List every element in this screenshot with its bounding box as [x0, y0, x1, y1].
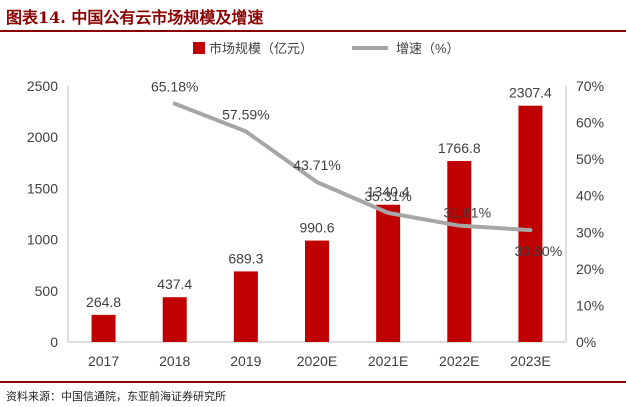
bar: [305, 240, 329, 342]
y-right-tick-label: 60%: [576, 115, 604, 131]
bar: [162, 297, 187, 342]
line-value-label: 35.31%: [364, 188, 411, 204]
x-tick-label: 2021E: [368, 353, 408, 369]
y-right-tick-label: 40%: [576, 188, 604, 204]
y-left-tick-label: 500: [35, 283, 59, 299]
chart: 0 500 1000 1500 2000 2500 0% 10% 20% 30% 40% 50% 60%…: [27, 41, 604, 369]
bar: [376, 204, 401, 342]
y-right-tick-label: 70%: [576, 78, 604, 94]
chart-title: 图表14. 中国公有云市场规模及增速: [6, 8, 264, 27]
growth-line: [172, 101, 533, 233]
bar-value-label: 1340.4: [367, 184, 410, 200]
y-left-tick-label: 2000: [27, 129, 58, 145]
bar-value-label: 437.4: [157, 276, 192, 292]
x-tick-label: 2023E: [510, 353, 550, 369]
y-right-tick-label: 0%: [576, 334, 596, 350]
y-left-tick-label: 0: [50, 334, 58, 350]
title-bar: 图表14. 中国公有云市场规模及增速: [0, 0, 626, 32]
bar-value-label: 264.8: [86, 294, 121, 310]
y-left-tick-label: 1000: [27, 232, 58, 248]
source-note: 资料来源：中国信通院，东亚前海证券研究所: [6, 390, 226, 403]
y-left-tick-label: 2500: [27, 78, 58, 94]
bar-value-label: 689.3: [228, 250, 263, 266]
bar: [447, 161, 472, 342]
bar-value-label: 1766.8: [438, 140, 481, 156]
legend-swatch-bar: [193, 42, 205, 54]
y-right-tick-label: 30%: [576, 224, 604, 240]
line-value-label: 65.18%: [151, 79, 198, 95]
bar: [91, 314, 116, 342]
line-value-label: 57.59%: [222, 106, 269, 122]
bar: [233, 271, 258, 342]
legend-label-line: 增速（%）: [396, 41, 460, 56]
x-tick-label: 2022E: [439, 353, 479, 369]
y-right-tick-label: 50%: [576, 151, 604, 167]
y-right-tick-label: 20%: [576, 261, 604, 277]
legend-label-bar: 市场规模（亿元）: [209, 41, 313, 56]
line-value-label: 31.81%: [444, 205, 491, 221]
line-value-label: 30.60%: [515, 243, 562, 259]
y-right-tick-label: 10%: [576, 297, 604, 313]
x-tick-label: 2020E: [297, 353, 337, 369]
bar: [518, 105, 543, 343]
x-tick-label: 2017: [88, 353, 119, 369]
x-tick-label: 2018: [159, 353, 190, 369]
source-bar: 资料来源：中国信通院，东亚前海证券研究所: [0, 381, 626, 407]
line-value-label: 43.71%: [293, 157, 340, 173]
bar-value-label: 2307.4: [509, 85, 552, 101]
x-tick-label: 2019: [230, 353, 261, 369]
bar-value-label: 990.6: [299, 220, 334, 236]
y-left-tick-label: 1500: [27, 180, 58, 196]
